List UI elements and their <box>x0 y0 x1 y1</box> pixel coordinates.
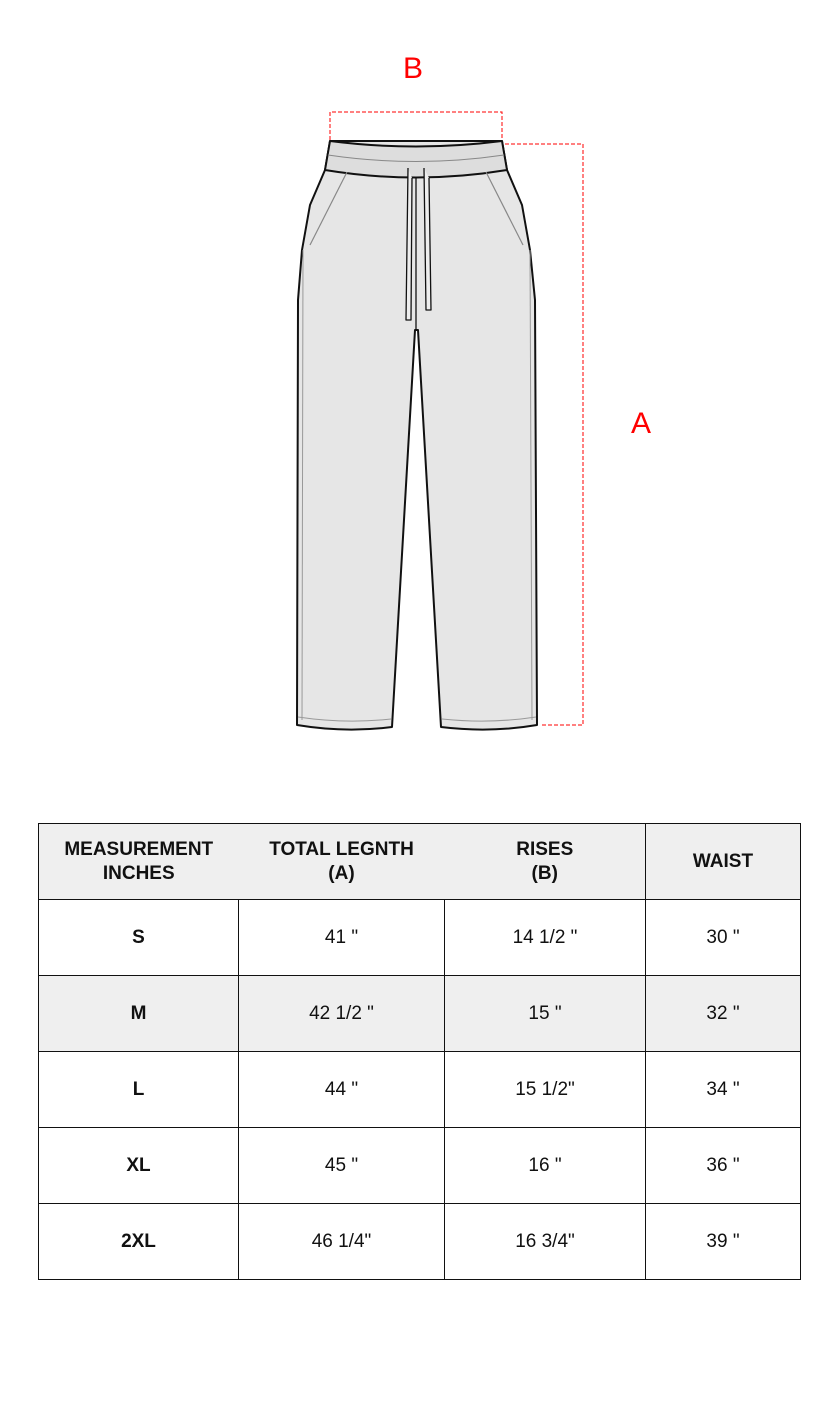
length-measure-line <box>505 143 584 726</box>
table-header-row: MEASUREMENT INCHES TOTAL LEGNTH (A) RISES(… <box>38 823 801 900</box>
size-cell: M <box>38 975 239 1052</box>
measure-label-b: B <box>403 52 424 85</box>
total-length-cell: 44 " <box>238 1051 445 1128</box>
pants-diagram <box>296 111 584 731</box>
total-length-cell: 45 " <box>238 1127 445 1204</box>
waist-cell: 36 " <box>645 1127 801 1204</box>
measure-label-a: A <box>631 407 652 440</box>
waist-cell: 30 " <box>645 899 801 976</box>
rises-cell: 16 " <box>444 1127 646 1204</box>
rises-cell: 14 1/2 " <box>444 899 646 976</box>
header-rises: RISES (B) <box>444 823 646 900</box>
header-total-length: TOTAL LEGNTH (A) <box>238 823 445 900</box>
rises-cell: 16 3/4" <box>444 1203 646 1280</box>
pants-illustration <box>296 140 538 731</box>
table-row: S 41 " 14 1/2 " 30 " <box>38 899 801 976</box>
table-row: XL 45 " 16 " 36 " <box>38 1127 801 1204</box>
rises-cell: 15 " <box>444 975 646 1052</box>
total-length-cell: 42 1/2 " <box>238 975 445 1052</box>
waist-cell: 39 " <box>645 1203 801 1280</box>
waist-cell: 34 " <box>645 1051 801 1128</box>
table-row: L 44 " 15 1/2" 34 " <box>38 1051 801 1128</box>
header-waist: WAIST <box>645 823 801 900</box>
header-measurement: MEASUREMENT INCHES <box>38 823 239 900</box>
size-cell: 2XL <box>38 1203 239 1280</box>
size-cell: S <box>38 899 239 976</box>
table-row: M 42 1/2 " 15 " 32 " <box>38 975 801 1052</box>
size-chart-table: MEASUREMENT INCHES TOTAL LEGNTH (A) RISES(… <box>38 823 801 1280</box>
rises-cell: 15 1/2" <box>444 1051 646 1128</box>
measurement-lines <box>329 111 584 726</box>
table-row: 2XL 46 1/4" 16 3/4" 39 " <box>38 1203 801 1280</box>
total-length-cell: 41 " <box>238 899 445 976</box>
size-cell: L <box>38 1051 239 1128</box>
rise-measure-line <box>329 111 503 140</box>
total-length-cell: 46 1/4" <box>238 1203 445 1280</box>
size-cell: XL <box>38 1127 239 1204</box>
waist-cell: 32 " <box>645 975 801 1052</box>
